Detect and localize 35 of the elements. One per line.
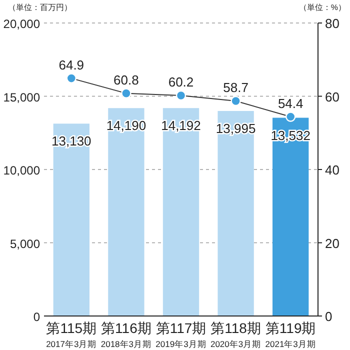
point (121, 88, 132, 98)
point (176, 90, 186, 101)
point (286, 112, 296, 122)
x-tick-label: 第117期 2019年3月期 (156, 320, 206, 349)
data-label: 60.2 (168, 74, 194, 90)
bar (218, 110, 254, 316)
bar (53, 124, 90, 316)
y-axis-title: （単位：百万円） (8, 3, 72, 12)
data-label: 13,130 (52, 134, 92, 149)
data-label: 58.7 (223, 80, 248, 96)
data-label: 14,192 (161, 118, 201, 134)
y2-axis-title: （単位：%） (298, 3, 346, 12)
y-tick-label: 20,000 (3, 17, 40, 31)
y-tick-label: 0 (33, 310, 40, 324)
y2-tick-label: 40 (325, 162, 340, 178)
data-label: 14,190 (106, 118, 146, 134)
bar (108, 108, 144, 316)
y2-tick-label: 20 (325, 236, 340, 251)
y-tick-label: 10,000 (3, 164, 40, 178)
point (66, 73, 76, 84)
y-tick-label: 5,000 (10, 236, 40, 251)
x-tick-label: 第115期 2017年3月期 (46, 320, 97, 349)
x-tick-label: 第118期 2020年3月期 (210, 320, 262, 349)
point (230, 96, 241, 106)
y2-tick-label: 0 (325, 309, 332, 324)
data-label: 13,995 (216, 120, 256, 136)
data-label: 54.4 (278, 96, 304, 111)
y-tick-label: 15,000 (3, 90, 40, 104)
data-label: 64.9 (58, 57, 84, 72)
bar (162, 108, 200, 316)
x-tick-label: 第119期 2021年3月期 (265, 320, 316, 349)
x-tick-label: 第116期 2018年3月期 (100, 320, 152, 349)
y2-tick-label: 60 (325, 89, 340, 104)
y2-tick-label: 80 (325, 16, 340, 31)
data-label: 60.8 (114, 72, 139, 88)
